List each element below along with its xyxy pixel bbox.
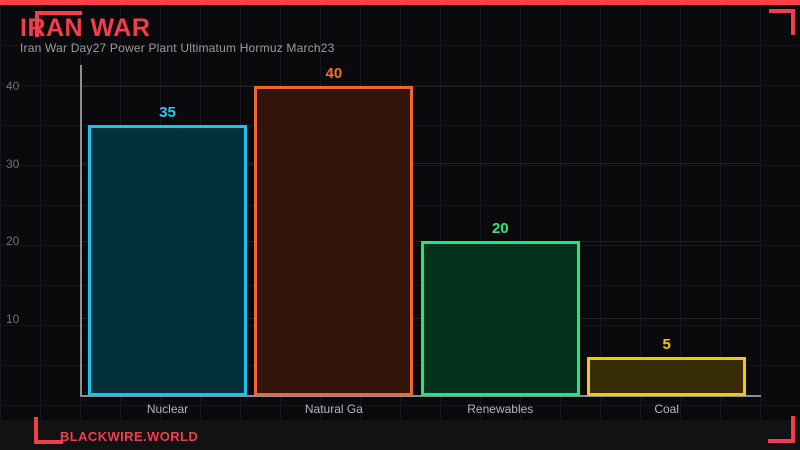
y-tick-label-20: 20 [6, 234, 20, 248]
x-category-label-coal: Coal [654, 402, 680, 416]
y-gridline-30 [82, 163, 760, 164]
y-tick-label-40: 40 [6, 79, 20, 93]
top-accent-strip [0, 0, 800, 5]
corner-bracket-top-left [35, 11, 82, 37]
x-category-label-nuclear: Nuclear [146, 402, 189, 416]
y-tick-label-10: 10 [6, 311, 20, 326]
footer-brand: BLACKWIRE.WORLD [60, 429, 199, 444]
page-title: IRAN WAR [20, 14, 151, 42]
corner-bracket-top-right [769, 9, 795, 35]
page-subtitle: Iran War Day27 Power Plant Ultimatum Hor… [20, 41, 335, 55]
bar-value-nuclear: 35 [159, 103, 176, 121]
bar-coal [587, 357, 747, 396]
bar-renewables [420, 241, 580, 396]
x-category-label-natural-ga: Natural Ga [304, 402, 363, 416]
y-axis-line [80, 65, 82, 396]
bar-value-natural-ga: 40 [325, 65, 343, 82]
x-axis-line [80, 395, 761, 397]
x-category-label-renewables: Renewables [467, 402, 534, 416]
y-tick-label-30: 30 [6, 156, 20, 171]
bar-nuclear [88, 124, 247, 396]
bar-value-coal: 5 [662, 336, 671, 354]
corner-bracket-bottom-left [34, 417, 63, 444]
bar-natural-ga [254, 86, 414, 396]
y-gridline-40 [82, 85, 760, 87]
corner-bracket-bottom-right [768, 416, 795, 443]
footer-band [0, 420, 800, 450]
bar-value-renewables: 20 [491, 220, 509, 237]
